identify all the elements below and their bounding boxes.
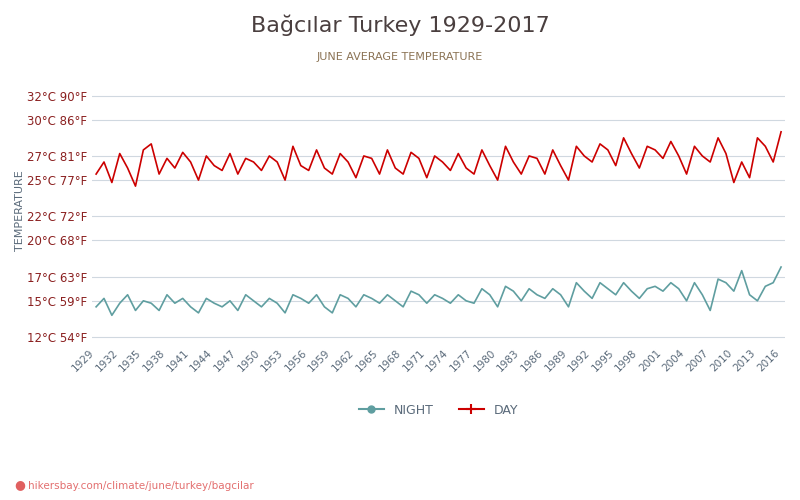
Text: hikersbay.com/climate/june/turkey/bagcilar: hikersbay.com/climate/june/turkey/bagcil… <box>28 481 254 491</box>
Text: ●: ● <box>14 478 26 491</box>
Text: JUNE AVERAGE TEMPERATURE: JUNE AVERAGE TEMPERATURE <box>317 52 483 62</box>
Legend: NIGHT, DAY: NIGHT, DAY <box>354 399 523 422</box>
Text: Bağcılar Turkey 1929-2017: Bağcılar Turkey 1929-2017 <box>250 15 550 36</box>
Y-axis label: TEMPERATURE: TEMPERATURE <box>15 170 25 250</box>
